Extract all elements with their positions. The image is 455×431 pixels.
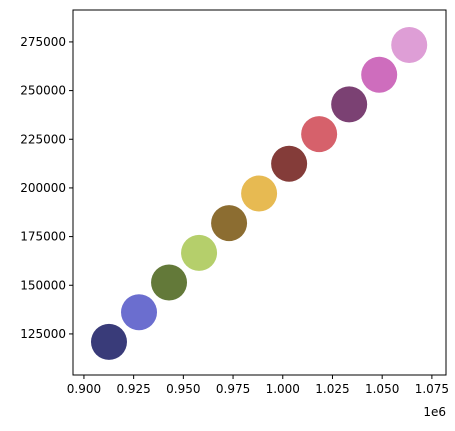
x-tick-label: 0.925 <box>116 382 150 396</box>
y-tick-label: 250000 <box>20 84 66 98</box>
point <box>391 27 428 64</box>
point <box>271 145 308 182</box>
y-tick-label: 175000 <box>20 230 66 244</box>
y-tick-label: 275000 <box>20 35 66 49</box>
y-tick-label: 150000 <box>20 278 66 292</box>
point <box>361 56 398 93</box>
point <box>151 264 188 301</box>
y-tick-label: 225000 <box>20 132 66 146</box>
x-tick-label: 0.975 <box>216 382 250 396</box>
plot-frame <box>72 9 447 376</box>
x-tick-label: 0.900 <box>67 382 101 396</box>
point <box>121 294 158 331</box>
x-tick-label: 1.050 <box>365 382 399 396</box>
y-tick-label: 200000 <box>20 181 66 195</box>
point <box>211 205 248 242</box>
x-tick-label: 1.025 <box>315 382 349 396</box>
y-tick-label: 125000 <box>20 327 66 341</box>
point <box>331 86 368 123</box>
point <box>181 234 218 271</box>
point <box>241 175 278 212</box>
point <box>90 323 127 360</box>
x-tick-label: 1.075 <box>415 382 449 396</box>
x-offset-label: 1e6 <box>423 405 446 419</box>
x-tick-label: 1.000 <box>266 382 300 396</box>
x-tick-label: 0.950 <box>166 382 200 396</box>
point <box>301 116 338 153</box>
